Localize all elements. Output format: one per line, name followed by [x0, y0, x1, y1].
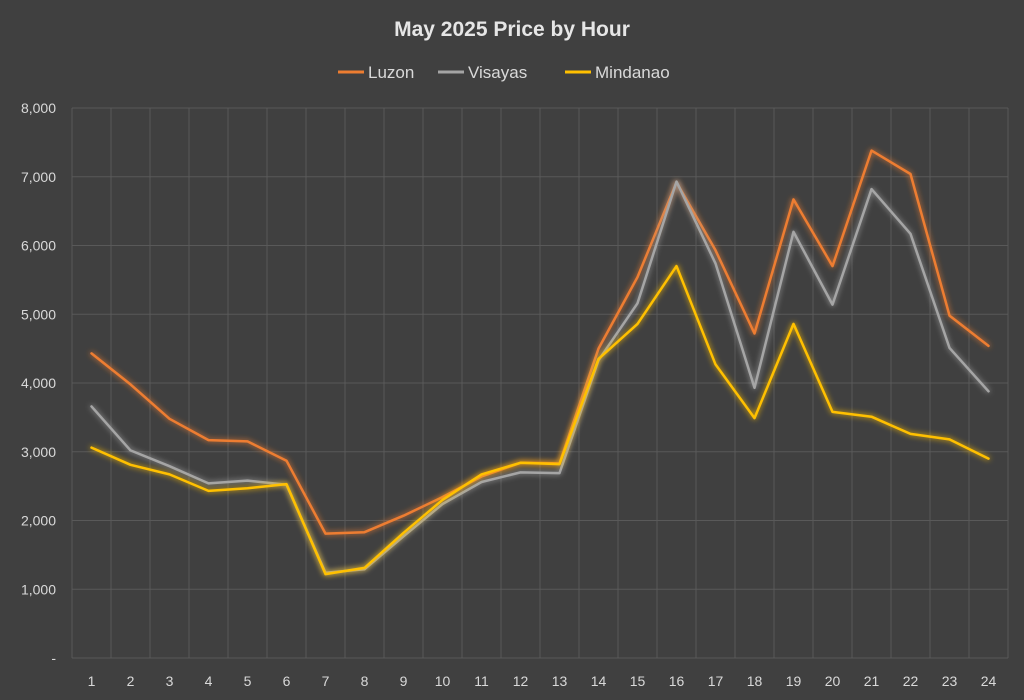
legend-item-visayas: Visayas	[438, 63, 527, 82]
x-tick-label: 23	[942, 673, 958, 689]
x-tick-label: 18	[747, 673, 763, 689]
x-tick-label: 14	[591, 673, 607, 689]
x-tick-label: 6	[283, 673, 291, 689]
x-tick-label: 24	[981, 673, 997, 689]
x-tick-label: 5	[244, 673, 252, 689]
y-tick-label: 4,000	[21, 375, 56, 391]
y-tick-label: 8,000	[21, 100, 56, 116]
x-tick-label: 15	[630, 673, 646, 689]
x-tick-label: 16	[669, 673, 685, 689]
y-tick-label: 3,000	[21, 444, 56, 460]
x-tick-label: 11	[474, 673, 489, 689]
y-tick-label: -	[51, 650, 56, 666]
x-tick-label: 22	[903, 673, 919, 689]
x-tick-label: 20	[825, 673, 841, 689]
x-tick-label: 1	[88, 673, 96, 689]
legend-label-visayas: Visayas	[468, 63, 527, 82]
x-tick-label: 9	[400, 673, 408, 689]
legend-item-mindanao: Mindanao	[565, 63, 670, 82]
x-tick-label: 4	[205, 673, 213, 689]
legend-item-luzon: Luzon	[338, 63, 414, 82]
y-axis-ticks: - 1,000 2,000 3,000 4,000 5,000 6,000 7,000 8,00…	[21, 100, 56, 666]
x-tick-label: 17	[708, 673, 724, 689]
legend-label-mindanao: Mindanao	[595, 63, 670, 82]
x-tick-label: 10	[435, 673, 451, 689]
x-tick-label: 3	[166, 673, 174, 689]
legend-label-luzon: Luzon	[368, 63, 414, 82]
x-axis-ticks: 1 2 3 4 5 6 7 8 9 10 11 12 13 14 15 16 17 18 19 20 21 22 23 24	[88, 673, 997, 689]
x-tick-label: 13	[552, 673, 568, 689]
gridlines	[71, 107, 1009, 659]
x-tick-label: 19	[786, 673, 802, 689]
legend: Luzon Visayas Mindanao	[338, 63, 670, 82]
series-line-mindanao	[90, 264, 990, 576]
x-tick-label: 8	[361, 673, 369, 689]
y-tick-label: 2,000	[21, 513, 56, 529]
y-tick-label: 5,000	[21, 306, 56, 322]
chart-title: May 2025 Price by Hour	[394, 18, 630, 41]
series-line-visayas	[90, 180, 990, 575]
x-tick-label: 12	[513, 673, 529, 689]
y-tick-label: 7,000	[21, 169, 56, 185]
x-tick-label: 7	[322, 673, 330, 689]
series-lines	[90, 149, 990, 576]
x-tick-label: 2	[127, 673, 135, 689]
y-tick-label: 6,000	[21, 238, 56, 254]
y-tick-label: 1,000	[21, 581, 56, 597]
x-tick-label: 21	[864, 673, 880, 689]
